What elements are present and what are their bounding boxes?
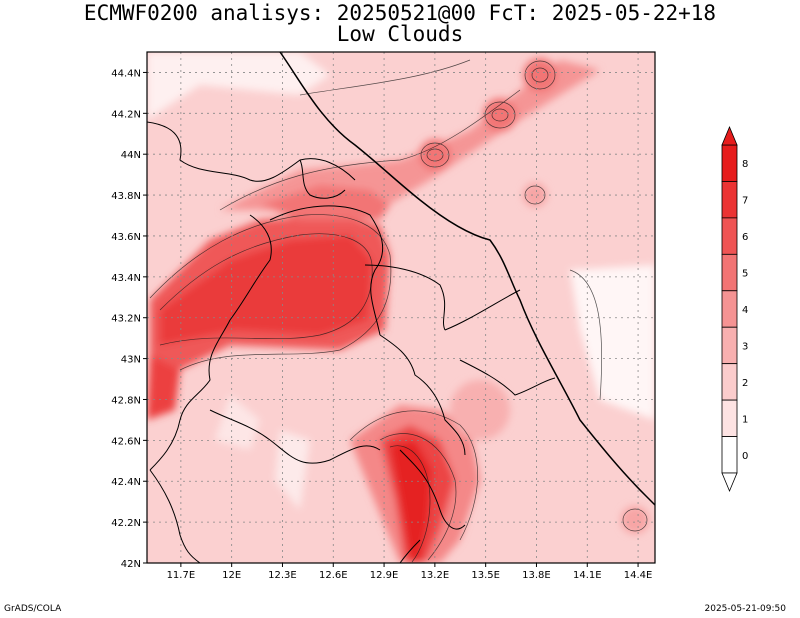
colorbar: 0 1 2 3 4 5 6 7 8 [721, 125, 748, 493]
lon-tick-label: 12E [222, 570, 241, 581]
lon-tick-label: 13.5E [471, 570, 500, 581]
coastline [279, 52, 655, 506]
colorbar-label: 6 [742, 232, 748, 243]
lon-tick-label: 14.1E [573, 570, 602, 581]
map-title: ECMWF0200 analisys: 20250521@00 FcT: 202… [83, 1, 717, 25]
lat-tick-label: 43.4N [111, 273, 141, 284]
map-frame [146, 51, 656, 564]
lon-tick-label: 12.3E [268, 570, 297, 581]
map-subtitle: Low Clouds [336, 22, 464, 46]
lat-tick-label: 43.8N [111, 191, 141, 202]
lat-tick-label: 43.6N [111, 232, 141, 243]
colorbar-label: 3 [742, 341, 748, 352]
lon-tick-label: 13.8E [522, 570, 551, 581]
colorbar-label: 0 [742, 451, 748, 462]
lat-tick-label: 44.4N [111, 68, 141, 79]
lon-tick-label: 13.2E [421, 570, 450, 581]
colorbar-label: 2 [742, 378, 748, 389]
colorbar-label: 5 [742, 269, 748, 280]
colorbar-segment [721, 436, 738, 474]
footer-credit: GrADS/COLA [4, 604, 62, 614]
colorbar-min-arrow [721, 472, 738, 493]
lat-tick-label: 44.2N [111, 109, 141, 120]
lat-tick-label: 42.6N [111, 436, 141, 447]
lon-tick-label: 14.4E [624, 570, 653, 581]
lat-tick-label: 43.2N [111, 314, 141, 325]
cloud-cover-field [147, 52, 655, 563]
footer-timestamp: 2025-05-21-09:50 [704, 604, 787, 614]
colorbar-label: 1 [742, 414, 748, 425]
lon-tick-label: 12.6E [319, 570, 348, 581]
colorbar-label: 4 [742, 305, 748, 316]
colorbar-segment [721, 181, 738, 219]
lon-tick-label: 11.7E [167, 570, 196, 581]
colorbar-segment [721, 290, 738, 328]
lat-tick-label: 42N [121, 559, 141, 570]
lat-tick-label: 42.4N [111, 477, 141, 488]
lon-tick-label: 12.9E [370, 570, 399, 581]
colorbar-label: 7 [742, 196, 748, 207]
colorbar-segment [721, 217, 738, 255]
lat-tick-label: 44N [121, 150, 141, 161]
colorbar-segment [721, 363, 738, 401]
colorbar-segment [721, 144, 738, 182]
colorbar-max-arrow [721, 125, 738, 146]
lat-tick-label: 42.8N [111, 395, 141, 406]
colorbar-segment [721, 399, 738, 437]
colorbar-label: 8 [742, 159, 748, 170]
colorbar-segment [721, 326, 738, 365]
lat-tick-label: 43N [121, 355, 141, 366]
lat-tick-label: 42.2N [111, 518, 141, 529]
colorbar-segment [721, 253, 738, 292]
